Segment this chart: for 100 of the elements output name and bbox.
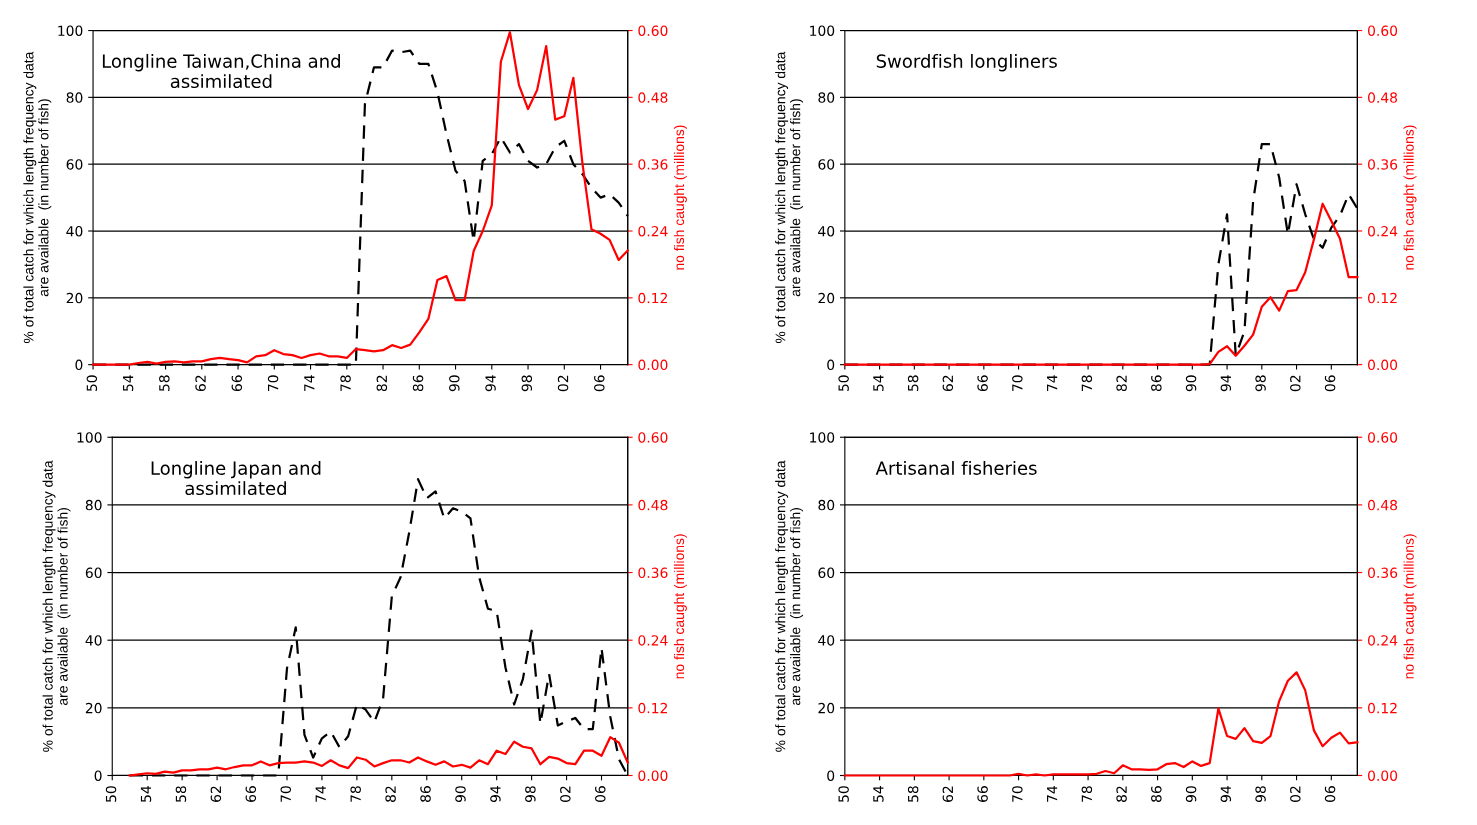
y-tick-label: 40 xyxy=(818,225,835,237)
x-tick-label: 78 xyxy=(350,786,361,802)
y2-tick-label: 0.00 xyxy=(1368,359,1398,371)
y-tick-label: 100 xyxy=(810,25,835,36)
y-tick-label: 60 xyxy=(66,159,83,170)
x-tick-label: 90 xyxy=(455,786,466,803)
y-axis-title: % of total catch for which length frequency data are available (in number of fish) xyxy=(23,51,52,343)
y2-tick-label: 0.12 xyxy=(638,702,667,714)
y2-tick-label: 0.24 xyxy=(1368,225,1398,237)
x-tick-label: 50 xyxy=(838,786,849,802)
x-tick-label: 78 xyxy=(1081,375,1093,391)
x-tick-label: 66 xyxy=(977,786,988,802)
x-tick-label: 98 xyxy=(521,375,533,392)
x-tick-label: 86 xyxy=(1151,375,1162,392)
y-axis-title: % of total catch for which length frequency data are available (in number of fish) xyxy=(42,460,71,752)
x-tick-label: 06 xyxy=(1324,786,1336,802)
x-tick-label: 02 xyxy=(1290,375,1301,392)
x-tick-label: 06 xyxy=(1324,375,1336,392)
x-tick-label: 66 xyxy=(231,375,243,392)
y2-tick-label: 0.36 xyxy=(1368,567,1398,579)
y-tick-label: 40 xyxy=(85,635,102,646)
x-tick-label: 02 xyxy=(1290,786,1301,802)
x-tick-label: 58 xyxy=(907,375,919,391)
x-tick-label: 54 xyxy=(873,375,884,391)
y2-tick-label: 0.60 xyxy=(638,25,668,36)
y-tick-label: 20 xyxy=(85,702,102,714)
x-tick-label: 98 xyxy=(525,786,536,803)
y2-tick-label: 0.00 xyxy=(1368,770,1398,781)
x-tick-label: 50 xyxy=(105,786,117,802)
y-tick-label: 60 xyxy=(818,567,835,579)
y2-axis-title: no fish caught (millions) xyxy=(1403,534,1417,679)
x-tick-label: 82 xyxy=(376,375,388,392)
y-tick-label: 80 xyxy=(818,499,835,511)
y-tick-label: 40 xyxy=(66,225,83,237)
y-axis-title: % of total catch for which length frequency data are available (in number of fish) xyxy=(775,51,804,343)
y-tick-label: 80 xyxy=(818,92,835,103)
y2-tick-label: 0.60 xyxy=(1368,25,1398,36)
x-tick-label: 58 xyxy=(175,786,187,802)
x-tick-label: 94 xyxy=(490,786,501,803)
x-tick-label: 86 xyxy=(412,375,424,392)
annotation: Artisanal fisheries xyxy=(875,460,1037,475)
x-tick-label: 70 xyxy=(280,786,292,802)
y2-tick-label: 0.36 xyxy=(638,159,668,170)
x-tick-label: 94 xyxy=(1220,786,1232,803)
y2-tick-label: 0.24 xyxy=(1368,635,1398,646)
annotation: Longline Japan and assimilated xyxy=(151,460,321,496)
x-tick-label: 86 xyxy=(1151,786,1162,802)
x-tick-label: 70 xyxy=(267,375,279,391)
x-tick-label: 54 xyxy=(873,786,884,802)
x-tick-label: 54 xyxy=(123,375,134,391)
x-tick-label: 50 xyxy=(838,375,849,391)
y2-axis-title: no fish caught (millions) xyxy=(673,125,687,270)
y2-tick-label: 0.48 xyxy=(1368,92,1398,103)
y2-tick-label: 0.48 xyxy=(1368,499,1398,511)
x-tick-label: 94 xyxy=(485,375,496,392)
x-tick-label: 58 xyxy=(159,375,170,391)
y-tick-label: 20 xyxy=(66,292,83,304)
y-tick-label: 0 xyxy=(75,359,83,371)
y2-axis-title: no fish caught (millions) xyxy=(673,534,687,679)
x-tick-label: 74 xyxy=(315,786,326,802)
y-tick-label: 40 xyxy=(818,635,835,646)
x-tick-label: 82 xyxy=(1116,375,1127,392)
x-tick-label: 62 xyxy=(942,375,954,392)
x-tick-label: 54 xyxy=(140,786,152,802)
x-tick-label: 90 xyxy=(1185,786,1197,803)
x-tick-label: 78 xyxy=(1081,786,1093,802)
y-tick-label: 0 xyxy=(827,359,835,371)
x-tick-label: 70 xyxy=(1012,786,1023,802)
y2-tick-label: 0.24 xyxy=(638,635,668,646)
x-tick-label: 74 xyxy=(304,375,315,391)
y2-tick-label: 0.60 xyxy=(1368,432,1398,443)
x-tick-label: 90 xyxy=(1185,375,1197,392)
x-tick-label: 06 xyxy=(595,786,606,802)
line-series xyxy=(128,736,629,777)
x-tick-label: 66 xyxy=(977,375,988,392)
x-tick-label: 74 xyxy=(1047,786,1058,802)
y-tick-label: 20 xyxy=(818,292,835,304)
x-tick-label: 58 xyxy=(907,786,919,802)
y-tick-label: 60 xyxy=(85,567,102,579)
x-tick-label: 62 xyxy=(195,375,206,392)
y-tick-label: 0 xyxy=(827,770,835,781)
x-tick-label: 70 xyxy=(1012,375,1023,391)
y-tick-label: 100 xyxy=(810,432,835,443)
x-tick-label: 82 xyxy=(1116,786,1127,802)
y2-tick-label: 0.48 xyxy=(638,499,668,511)
x-tick-label: 78 xyxy=(340,375,351,391)
y2-tick-label: 0.60 xyxy=(638,432,668,443)
y2-tick-label: 0.12 xyxy=(638,292,667,304)
x-tick-label: 82 xyxy=(385,786,396,802)
annotation: Longline Taiwan,China and assimilated xyxy=(102,53,340,89)
x-tick-label: 02 xyxy=(560,786,571,802)
x-tick-label: 62 xyxy=(210,786,222,802)
y-tick-label: 80 xyxy=(66,92,83,103)
y-tick-label: 100 xyxy=(58,25,83,36)
x-tick-label: 86 xyxy=(420,786,431,802)
y2-tick-label: 0.36 xyxy=(638,567,668,579)
y-tick-label: 20 xyxy=(818,702,835,714)
x-tick-label: 66 xyxy=(245,786,257,802)
x-tick-label: 62 xyxy=(942,786,954,802)
y-tick-label: 0 xyxy=(94,770,102,781)
